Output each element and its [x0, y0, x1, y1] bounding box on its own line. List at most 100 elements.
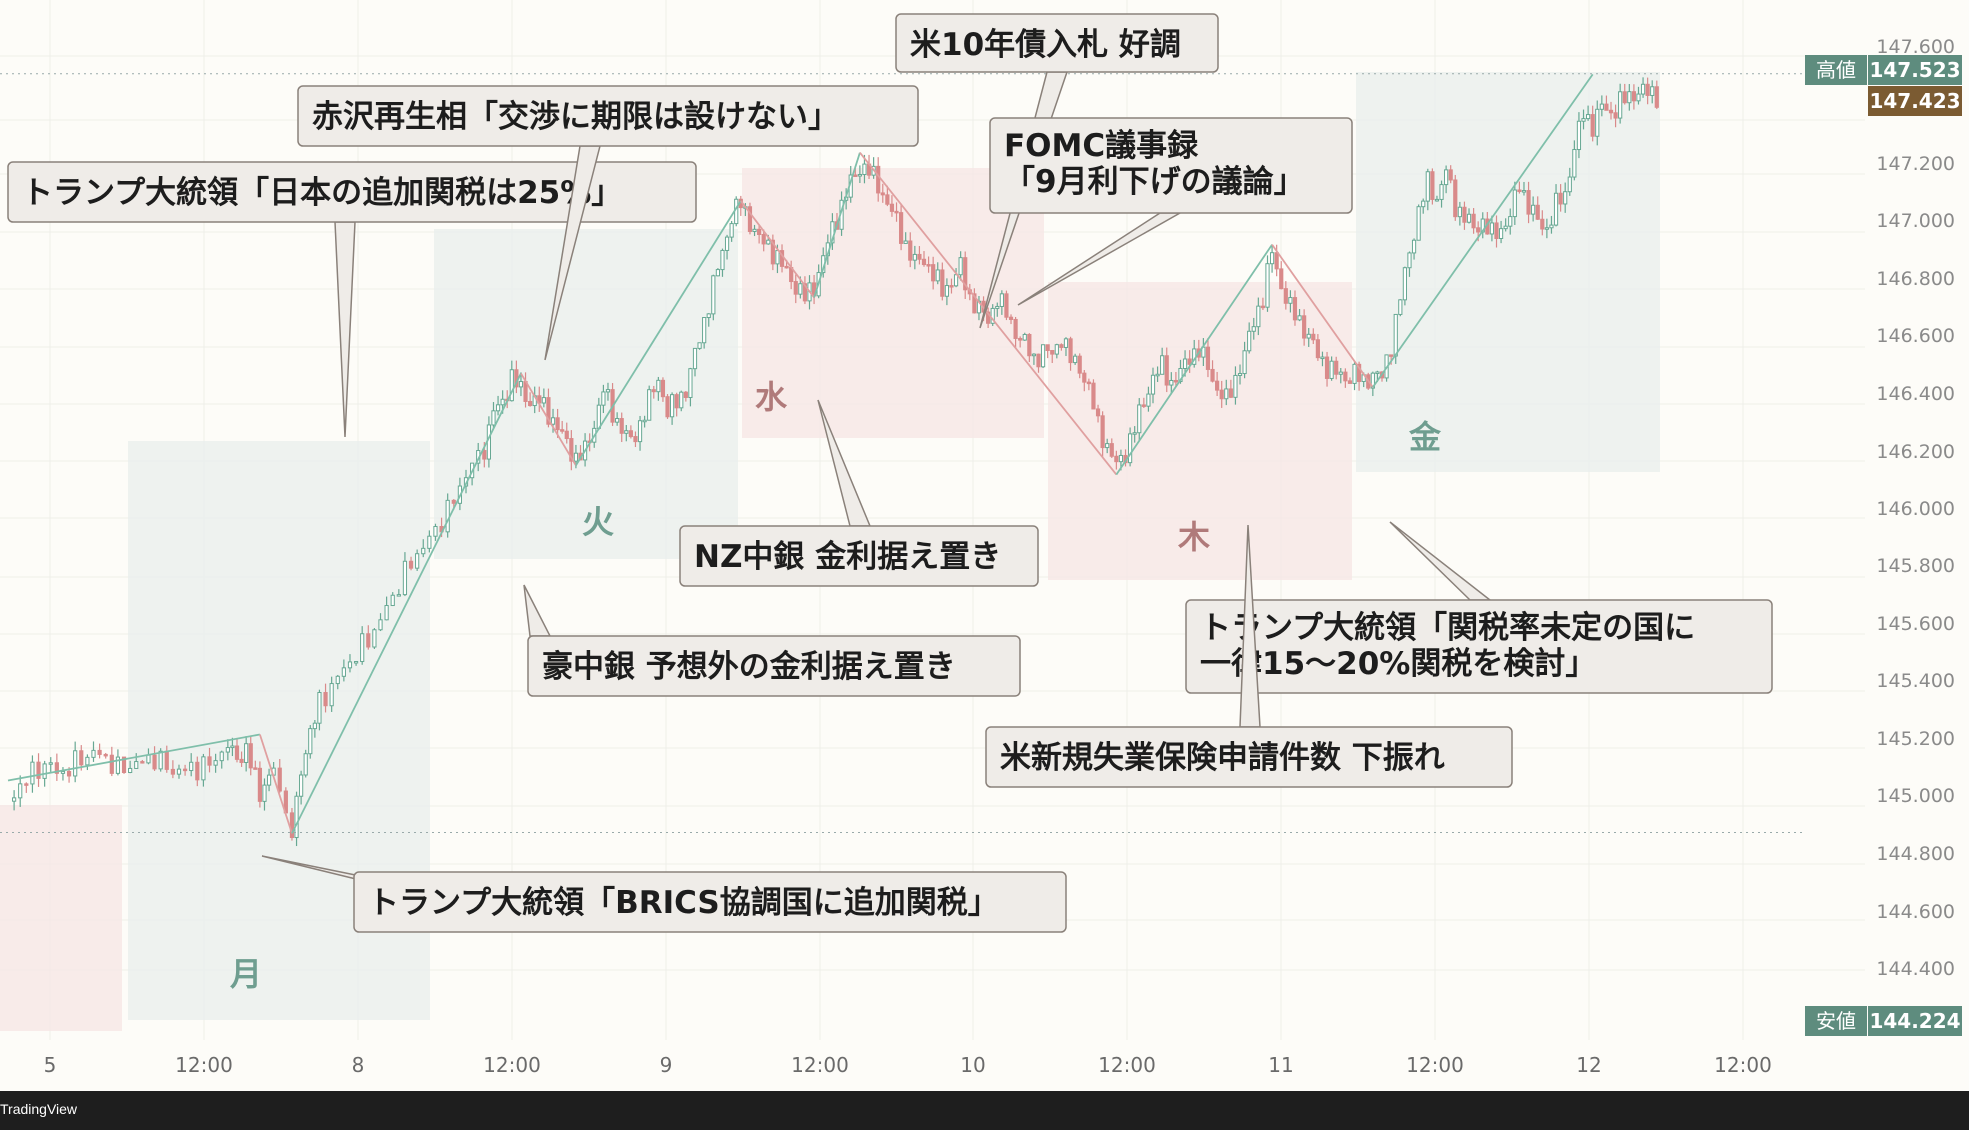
candle-body [990, 307, 995, 324]
candle-body [257, 767, 262, 802]
candle-body [802, 283, 808, 302]
candle-body [353, 660, 359, 664]
candle-body [372, 629, 377, 648]
candle-body [201, 756, 206, 781]
candle-body [234, 745, 240, 760]
x-tick-label: 5 [44, 1053, 57, 1077]
candle-body [1640, 83, 1646, 95]
candle-body [1599, 103, 1604, 110]
candle-body [931, 264, 936, 282]
y-tick-label: 147.200 [1876, 153, 1955, 175]
candle-body [189, 761, 194, 772]
candle-body [1182, 358, 1188, 370]
candle-body [182, 768, 188, 772]
candle-body [784, 265, 789, 269]
candle-body [628, 430, 633, 438]
candle-body [670, 394, 675, 418]
candle-body [770, 239, 775, 265]
candle-body [225, 747, 230, 753]
candle-body [963, 257, 968, 291]
candle-body [1329, 360, 1334, 379]
candle-body [1302, 315, 1307, 339]
candle-body [1045, 344, 1050, 351]
candle-body [1466, 213, 1472, 223]
candle-body [1269, 252, 1275, 265]
annotation-trump-brics: トランプ大統領「BRICS協調国に追加関税」 [261, 855, 1067, 933]
annotation-box [527, 635, 1021, 697]
candle-body [230, 745, 235, 749]
candle-body [1164, 355, 1169, 386]
candle-body [266, 774, 272, 786]
candle-body [115, 756, 121, 774]
candle-body [715, 269, 720, 277]
candle-body [1054, 344, 1059, 355]
candle-body [596, 404, 601, 429]
candle-body [601, 391, 606, 406]
candle-body [793, 281, 798, 295]
candle-body [999, 293, 1004, 307]
zigzag-segment [7, 733, 261, 782]
annotation-text: 「9月利下げの議論」 [1004, 164, 1305, 200]
candle-body [335, 675, 340, 685]
candle-body [1105, 443, 1110, 449]
candle-body [880, 192, 885, 196]
candle-body [1375, 371, 1380, 374]
x-tick-label: 11 [1268, 1053, 1293, 1077]
high-value-badge [1868, 55, 1962, 85]
candle-body [1370, 372, 1375, 389]
candle-body [1082, 372, 1087, 383]
candle-body [1618, 91, 1623, 119]
x-tick-label: 12:00 [791, 1053, 849, 1077]
candle-body [1595, 108, 1600, 137]
candle-body [195, 761, 200, 781]
candle-body [633, 436, 638, 443]
annotation-box [989, 117, 1353, 214]
y-tick-label: 146.800 [1876, 268, 1955, 290]
candle-body [248, 743, 253, 769]
candle-body [1553, 192, 1559, 226]
candle-body [1205, 346, 1211, 370]
candle-body [262, 784, 267, 802]
candle-body [702, 317, 707, 344]
candle-body [761, 233, 766, 245]
candle-body [949, 285, 954, 288]
candle-body [1018, 337, 1023, 341]
candle-body [1150, 374, 1156, 395]
y-tick-label: 145.400 [1876, 670, 1955, 692]
x-tick-label: 12:00 [483, 1053, 541, 1077]
candle-body [1430, 171, 1435, 200]
candle-body [637, 420, 643, 443]
candle-body [1576, 120, 1582, 151]
candle-body [720, 249, 725, 271]
candle-body [323, 692, 328, 707]
candle-body [1063, 338, 1069, 348]
candle-body [899, 212, 904, 244]
candle-body [491, 410, 496, 426]
candle-body [1544, 227, 1549, 230]
candle-body [1228, 388, 1233, 398]
x-tick-label: 8 [352, 1053, 365, 1077]
annotation-text: トランプ大統領「日本の追加関税は25%」 [22, 175, 622, 211]
candle-body [995, 305, 1000, 309]
candle-body [518, 381, 524, 388]
annotation-fomc: FOMC議事録「9月利下げの議論」 [989, 117, 1353, 306]
candle-body [986, 311, 991, 324]
candle-body [1109, 443, 1114, 457]
candle-body [1022, 333, 1027, 341]
x-tick-label: 10 [960, 1053, 985, 1077]
candle-body [1549, 224, 1554, 229]
candle-body [140, 761, 145, 764]
zigzag-segment [291, 372, 522, 834]
candle-body [176, 768, 182, 775]
candle-body [1004, 293, 1009, 318]
zigzag-segment [859, 152, 1118, 476]
candle-body [706, 313, 711, 319]
candle-body [894, 210, 899, 214]
candle-body [1457, 206, 1462, 218]
candle-body [1476, 227, 1481, 233]
candle-body [573, 452, 579, 462]
candle-body [688, 368, 693, 398]
candle-body [219, 751, 224, 762]
candle-body [1178, 368, 1183, 383]
